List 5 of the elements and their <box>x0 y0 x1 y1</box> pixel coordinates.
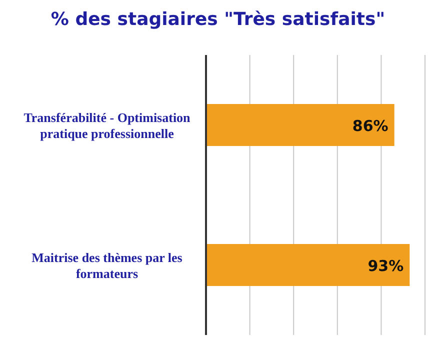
y-tick-label: Transférabilité - Optimisation pratique professionnelle <box>24 110 192 141</box>
y-tick-label: Maitrise des thèmes par les formateurs <box>32 250 182 281</box>
chart-title: % des stagiaires "Très satisfaits" <box>50 9 386 30</box>
data-label: 93% <box>368 257 404 275</box>
data-label: 86% <box>352 117 388 135</box>
